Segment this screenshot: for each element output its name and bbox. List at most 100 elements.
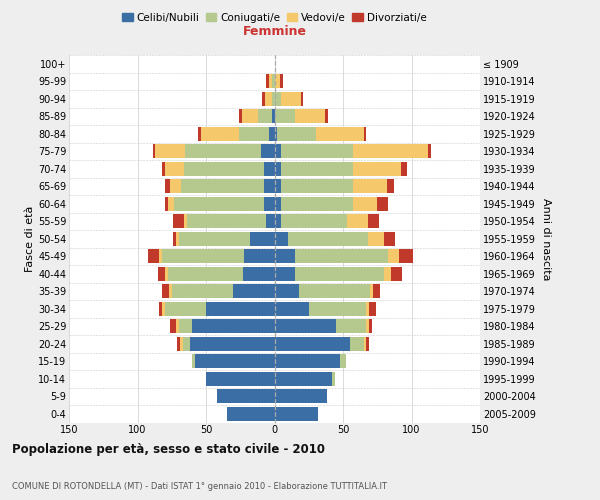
Bar (160, 302, 162, 316)
Bar (227, 407, 275, 420)
Bar (275, 372, 332, 386)
Bar (262, 92, 265, 106)
Bar (175, 197, 263, 210)
Bar (206, 302, 275, 316)
Text: Femmine: Femmine (242, 26, 307, 38)
Bar (173, 232, 176, 245)
Bar (269, 74, 272, 88)
Bar (428, 144, 431, 158)
Bar (198, 127, 200, 140)
Bar (160, 250, 162, 263)
Bar (275, 162, 281, 175)
Bar (275, 74, 280, 88)
Bar (148, 250, 160, 263)
Bar (275, 354, 340, 368)
Bar (336, 320, 366, 333)
Bar (272, 92, 275, 106)
Bar (275, 92, 281, 106)
Bar (275, 180, 281, 193)
Bar (170, 320, 176, 333)
Bar (275, 250, 295, 263)
Y-axis label: Anni di nascita: Anni di nascita (541, 198, 551, 280)
Bar (384, 267, 391, 280)
Bar (350, 337, 364, 350)
Bar (368, 232, 384, 245)
Bar (179, 320, 193, 333)
Bar (155, 144, 185, 158)
Bar (275, 320, 336, 333)
Y-axis label: Fasce di età: Fasce di età (25, 206, 35, 272)
Bar (353, 180, 387, 193)
Bar (280, 74, 283, 88)
Bar (281, 197, 353, 210)
Bar (263, 162, 275, 175)
Bar (266, 214, 275, 228)
Bar (369, 302, 376, 316)
Bar (275, 127, 277, 140)
Bar (281, 180, 353, 193)
Bar (195, 354, 275, 368)
Bar (301, 92, 303, 106)
Bar (152, 144, 155, 158)
Bar (266, 74, 269, 88)
Bar (295, 250, 388, 263)
Bar (275, 267, 295, 280)
Bar (258, 110, 272, 123)
Bar (269, 127, 275, 140)
Bar (366, 320, 369, 333)
Bar (384, 232, 395, 245)
Bar (187, 214, 266, 228)
Bar (193, 320, 275, 333)
Bar (401, 162, 407, 175)
Bar (272, 110, 275, 123)
Bar (170, 180, 181, 193)
Bar (250, 232, 275, 245)
Bar (299, 284, 370, 298)
Bar (165, 267, 167, 280)
Bar (162, 302, 165, 316)
Bar (364, 337, 366, 350)
Bar (261, 144, 275, 158)
Bar (165, 302, 206, 316)
Bar (272, 74, 275, 88)
Bar (275, 302, 309, 316)
Bar (275, 390, 326, 403)
Bar (288, 232, 368, 245)
Bar (185, 144, 261, 158)
Bar (366, 302, 369, 316)
Bar (295, 267, 384, 280)
Bar (275, 232, 288, 245)
Bar (332, 372, 335, 386)
Bar (177, 337, 180, 350)
Bar (192, 354, 195, 368)
Bar (176, 320, 179, 333)
Bar (353, 197, 377, 210)
Bar (167, 267, 243, 280)
Bar (353, 144, 428, 158)
Bar (233, 284, 275, 298)
Bar (165, 197, 167, 210)
Bar (162, 162, 165, 175)
Bar (244, 250, 275, 263)
Bar (325, 110, 328, 123)
Bar (184, 162, 263, 175)
Bar (263, 197, 275, 210)
Bar (169, 284, 172, 298)
Bar (368, 214, 379, 228)
Bar (309, 302, 366, 316)
Bar (165, 162, 184, 175)
Bar (387, 180, 394, 193)
Bar (181, 180, 263, 193)
Bar (263, 180, 275, 193)
Bar (239, 110, 242, 123)
Bar (173, 214, 184, 228)
Bar (388, 250, 399, 263)
Bar (172, 284, 233, 298)
Text: Popolazione per età, sesso e stato civile - 2010: Popolazione per età, sesso e stato civil… (12, 442, 325, 456)
Bar (275, 144, 281, 158)
Bar (206, 372, 275, 386)
Bar (364, 127, 366, 140)
Bar (265, 92, 272, 106)
Bar (183, 337, 190, 350)
Bar (340, 354, 346, 368)
